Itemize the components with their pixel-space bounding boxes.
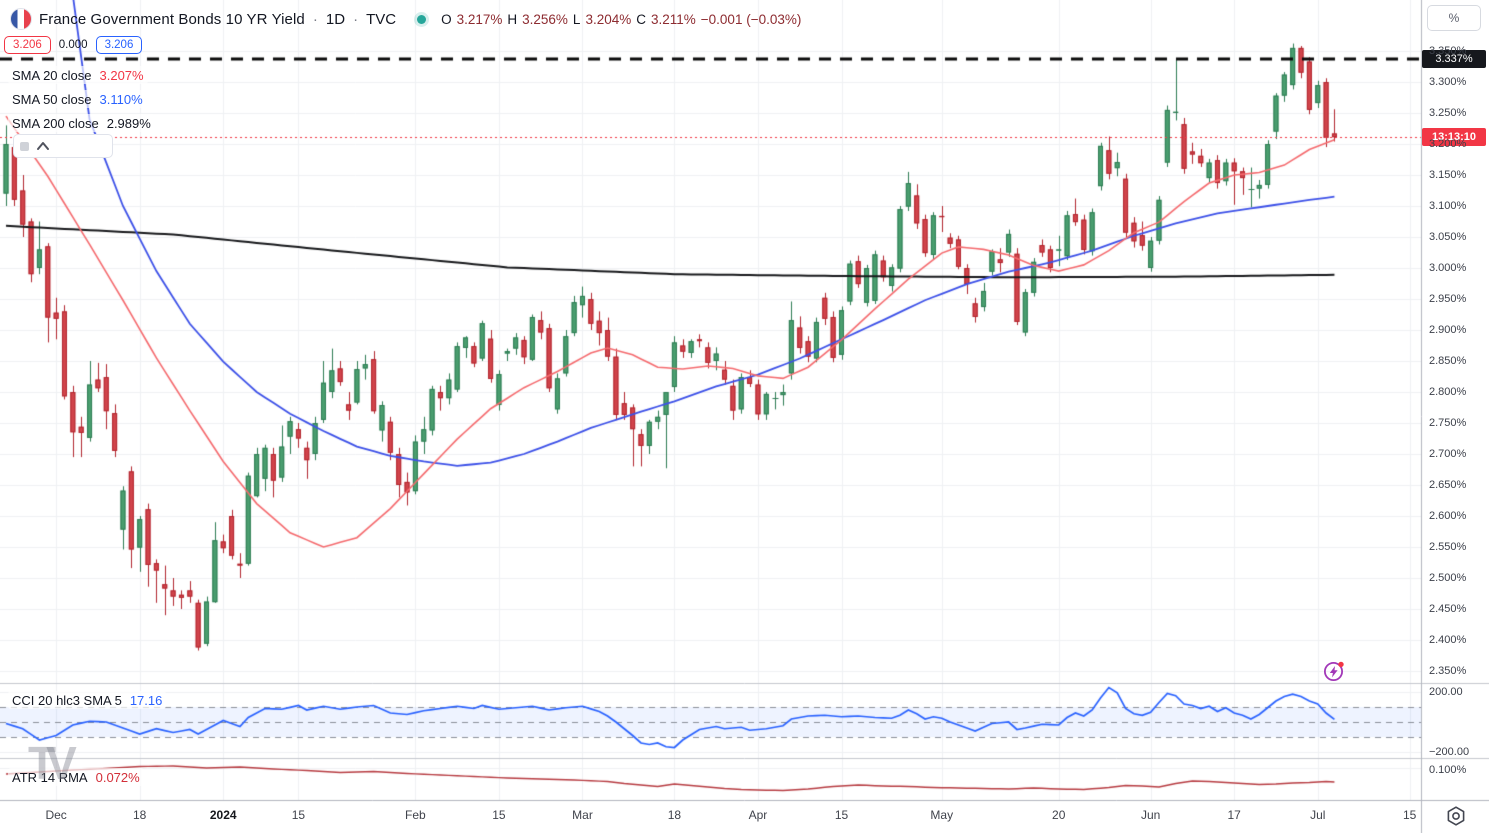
time-axis-tick: Feb	[405, 808, 426, 822]
price-axis-tick: 2.850%	[1429, 355, 1467, 367]
ask-price-button[interactable]: 3.206	[95, 36, 143, 54]
close-label: C	[636, 11, 646, 27]
time-axis-tick: 15	[291, 808, 306, 822]
pane-handle-icon	[20, 141, 29, 151]
price-axis-tick: 2.900%	[1429, 324, 1467, 336]
quote-bar: 3.206 0.000 3.206	[4, 34, 143, 56]
time-axis-tick: May	[930, 808, 954, 822]
sma200-label: SMA 200 close	[12, 115, 99, 131]
interval-label[interactable]: 1D	[325, 10, 346, 28]
exchange-label: TVC	[366, 10, 397, 28]
time-axis-tick: 15	[1402, 808, 1417, 822]
price-axis-tick: 2.800%	[1429, 386, 1467, 398]
price-axis-tick: 2.400%	[1429, 634, 1467, 646]
cci-label: CCI 20 hlc3 SMA 5	[12, 692, 122, 708]
sma20-value: 3.207%	[99, 67, 144, 83]
low-value: 3.204%	[585, 11, 632, 27]
price-axis-tick: 3.300%	[1429, 76, 1467, 88]
gear-hexagon-icon	[1447, 806, 1465, 826]
legend-sma50[interactable]: SMA 50 close 3.110%	[8, 90, 147, 108]
axis-settings-button[interactable]	[1444, 804, 1468, 828]
open-value: 3.217%	[456, 11, 503, 27]
bar-close-countdown-label: 13:13:10	[1422, 128, 1486, 147]
time-axis-tick: Apr	[748, 808, 768, 822]
price-axis-tick: 3.250%	[1429, 107, 1467, 119]
atr-axis-tick: 0.100%	[1429, 764, 1467, 776]
legend-sma20[interactable]: SMA 20 close 3.207%	[8, 66, 148, 84]
time-axis-tick: 20	[1052, 808, 1066, 822]
close-value: 3.211%	[650, 11, 696, 27]
time-axis-tick: 18	[667, 808, 682, 822]
change-value: −0.001 (−0.03%)	[700, 11, 802, 27]
france-flag-icon	[10, 8, 32, 30]
sma200-value: 2.989%	[106, 115, 151, 131]
chevron-up-icon	[37, 142, 49, 150]
price-axis-tick: 2.350%	[1429, 665, 1467, 677]
cci-axis-tick: 200.00	[1429, 686, 1463, 698]
cci-value: 17.16	[129, 692, 163, 708]
market-status-dot-icon	[417, 14, 427, 24]
price-axis-tick: 3.350%	[1429, 45, 1467, 57]
legend-cci[interactable]: CCI 20 hlc3 SMA 5 17.16	[8, 691, 167, 709]
bid-price-button[interactable]: 3.206	[4, 36, 51, 54]
time-axis-tick: Jun	[1140, 808, 1161, 822]
title-separator: ·	[312, 10, 318, 28]
time-axis-tick: 17	[1227, 808, 1241, 822]
high-value: 3.256%	[522, 11, 568, 27]
symbol-title[interactable]: France Government Bonds 10 YR Yield	[39, 10, 305, 28]
price-axis-tick: 2.950%	[1429, 293, 1467, 305]
price-axis-tick: 2.650%	[1429, 479, 1467, 491]
sma20-label: SMA 20 close	[12, 67, 92, 83]
price-scale-unit-button[interactable]: %	[1427, 5, 1481, 31]
time-axis-tick: Jul	[1310, 808, 1326, 822]
title-separator: ·	[353, 10, 359, 28]
time-axis-tick: Dec	[45, 808, 67, 822]
legend-sma200[interactable]: SMA 200 close 2.989%	[8, 114, 155, 132]
price-axis-tick: 3.100%	[1429, 200, 1467, 212]
atr-label: ATR 14 RMA	[12, 769, 88, 785]
chart-header: France Government Bonds 10 YR Yield · 1D…	[10, 7, 801, 31]
price-axis-tick: 2.550%	[1429, 541, 1467, 553]
boost-button[interactable]	[1322, 659, 1346, 683]
time-axis-tick: 15	[492, 808, 506, 822]
ohlc-values: O 3.217% H 3.256% L 3.204% C 3.211% −0.001 (…	[441, 12, 801, 27]
low-label: L	[572, 11, 581, 27]
price-axis-tick: 3.200%	[1429, 138, 1467, 150]
time-axis-tick: 2024	[209, 808, 237, 822]
spread-value: 0.000	[58, 39, 88, 51]
pane-controls	[13, 134, 113, 158]
time-axis-tick: 18	[132, 808, 147, 822]
open-label: O	[441, 11, 452, 27]
legend-atr[interactable]: ATR 14 RMA 0.072%	[8, 768, 144, 786]
sma50-label: SMA 50 close	[12, 91, 92, 107]
time-axis-tick: Mar	[572, 808, 593, 822]
time-axis-tick: 15	[834, 808, 849, 822]
high-level-price-label: 3.337%	[1422, 50, 1486, 69]
price-axis-tick: 2.500%	[1429, 572, 1467, 584]
price-axis-tick: 2.750%	[1429, 417, 1467, 429]
price-axis-tick: 3.000%	[1429, 262, 1467, 274]
pane-collapse-button[interactable]	[35, 139, 51, 153]
price-axis-tick: 2.600%	[1429, 510, 1467, 522]
price-axis-tick: 3.150%	[1429, 169, 1467, 181]
price-axis-tick: 3.050%	[1429, 231, 1467, 243]
price-axis-tick: 2.700%	[1429, 448, 1467, 460]
tradingview-watermark: TV	[28, 737, 77, 789]
price-axis-tick: 2.450%	[1429, 603, 1467, 615]
atr-value: 0.072%	[95, 769, 140, 785]
high-label: H	[507, 11, 518, 27]
cci-axis-tick: −200.00	[1429, 746, 1470, 758]
lightning-circle-icon	[1323, 661, 1344, 682]
sma50-value: 3.110%	[99, 91, 143, 107]
